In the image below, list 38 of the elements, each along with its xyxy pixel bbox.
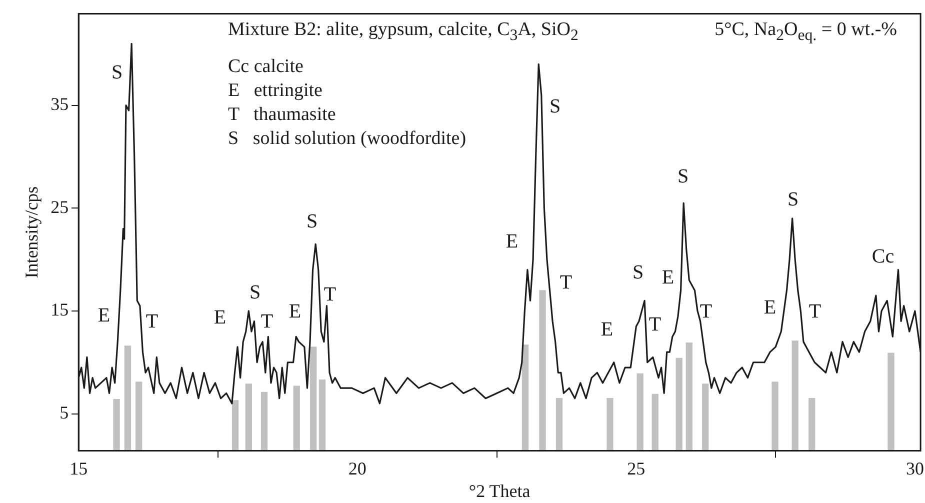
y-tick-label: 25 <box>50 196 69 217</box>
annotation: S <box>549 95 561 118</box>
annotation: T <box>324 283 336 306</box>
annotation: S <box>306 210 318 232</box>
y-axis-title: Intensity/cps <box>22 186 42 278</box>
annotation: E ettringite <box>228 80 322 101</box>
annotation: S <box>111 61 123 84</box>
x-tick-label: 15 <box>70 458 88 478</box>
annotation: T <box>808 300 822 322</box>
annotation: T <box>700 300 712 322</box>
annotation: T <box>560 271 572 294</box>
x-axis-title: °2 Theta <box>468 480 530 501</box>
x-tick-label: 25 <box>627 458 646 478</box>
annotation: S <box>249 281 261 304</box>
annotation: E <box>764 296 776 318</box>
x-tick-label: 20 <box>348 458 366 478</box>
annotation: S <box>787 188 799 210</box>
annotation: E <box>506 230 518 252</box>
chart-subtitle: 5°C, Na$_{2}$O$_{eq.}$ = 0 wt.-% <box>714 19 897 44</box>
y-tick-label: 5 <box>60 402 69 423</box>
annotation: E <box>98 304 110 326</box>
annotation: S solid solution (woodfordite) <box>228 128 466 149</box>
annotation: E <box>288 300 302 322</box>
y-tick-label: 35 <box>50 94 69 114</box>
annotation: E <box>214 306 226 328</box>
annotation: E <box>600 318 614 340</box>
annotation: E <box>662 266 674 288</box>
annotation: T <box>146 310 158 332</box>
y-tick-label: 15 <box>50 300 69 320</box>
annotation: S <box>677 165 689 188</box>
annotation: T <box>648 313 662 336</box>
annotation: T <box>260 310 274 332</box>
annotation: T thaumasite <box>228 104 336 125</box>
annotation: Cc calcite <box>228 56 304 77</box>
annotation: S <box>632 261 644 284</box>
x-tick-label: 30 <box>906 458 924 478</box>
annotation: Cc <box>872 245 894 268</box>
chart-title: Mixture B2: alite, gypsum, calcite, C$_{3}$A, SiO$_{2}$ <box>228 19 578 44</box>
